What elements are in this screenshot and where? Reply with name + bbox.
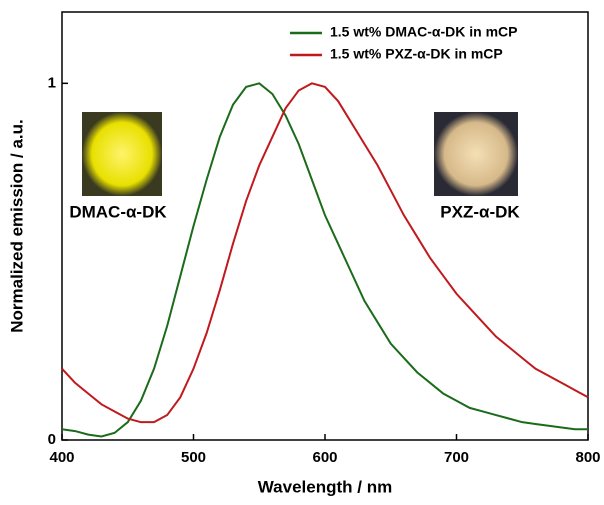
y-tick-label: 1 [48, 74, 56, 91]
y-tick-label: 0 [48, 431, 56, 448]
x-tick-label: 400 [49, 449, 74, 466]
photo-pxz [434, 112, 518, 196]
annotation: DMAC-α-DK [69, 202, 167, 221]
legend-label: 1.5 wt% DMAC-α-DK in mCP [330, 24, 518, 40]
plot-frame [61, 11, 589, 441]
x-tick-label: 700 [444, 449, 469, 466]
line-series [61, 82, 588, 438]
line-series [61, 82, 589, 424]
x-tick-label: 600 [312, 449, 337, 466]
legend-label: 1.5 wt% PXZ-α-DK in mCP [330, 46, 503, 62]
photo-dmac [82, 112, 162, 196]
x-axis-label: Wavelength / nm [258, 477, 392, 496]
x-tick-label: 800 [575, 449, 600, 466]
x-tick-label: 500 [181, 449, 206, 466]
annotation: PXZ-α-DK [440, 202, 520, 221]
y-axis-label: Normalized emission / a.u. [7, 119, 26, 333]
